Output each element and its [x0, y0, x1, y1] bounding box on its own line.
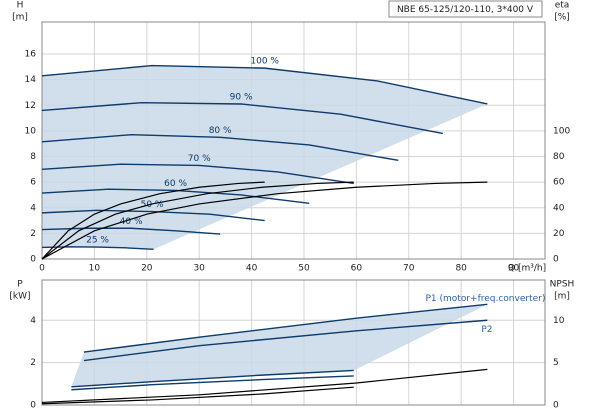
- y2-tick-label: 80: [553, 152, 565, 162]
- curve-label: 90 %: [230, 92, 253, 102]
- curve-label: 70 %: [188, 154, 211, 164]
- curve: [41, 102, 443, 135]
- x-axis-label: Q [m³/h]: [508, 264, 546, 274]
- y-tick-label: 0: [30, 401, 36, 411]
- y2-tick-label: 0: [553, 401, 559, 411]
- y2-tick-label: 40: [553, 203, 565, 213]
- title-box: [388, 0, 543, 18]
- curve: [41, 64, 488, 105]
- curve: [41, 181, 265, 260]
- curve-label: 25 %: [86, 236, 109, 246]
- x-tick-label: 90: [508, 264, 520, 274]
- y2-tick-label: 60: [553, 178, 565, 188]
- y2-axis-label: eta: [555, 1, 570, 11]
- x-tick-label: 80: [455, 264, 467, 274]
- curve: [41, 368, 488, 404]
- curve: [71, 369, 354, 388]
- y2-tick-label: 10: [553, 316, 565, 326]
- curve: [41, 386, 354, 405]
- x-tick-label: 40: [246, 264, 258, 274]
- curve: [41, 188, 310, 204]
- curve-label: 80 %: [209, 126, 232, 136]
- plot-frame: [41, 21, 546, 260]
- y-tick-label: 6: [30, 178, 36, 188]
- plot-frame: [41, 279, 546, 406]
- x-tick-label: 30: [193, 264, 205, 274]
- curve: [83, 303, 488, 353]
- y2-tick-label: 5: [553, 358, 559, 368]
- curve-label: 100 %: [250, 57, 279, 67]
- y-tick-label: 16: [25, 50, 37, 60]
- y-tick-label: 2: [30, 358, 36, 368]
- y-tick-label: 4: [30, 203, 36, 213]
- y-tick-label: 2: [30, 229, 36, 239]
- y2-axis-unit: [m]: [554, 292, 570, 302]
- y2-axis-label: NPSH: [550, 280, 575, 290]
- y2-tick-label: 0: [553, 255, 559, 265]
- y-axis-unit: [kW]: [9, 292, 30, 302]
- curve: [41, 209, 265, 222]
- y-tick-label: 0: [30, 255, 36, 265]
- x-tick-label: 60: [351, 264, 363, 274]
- x-tick-label: 20: [141, 264, 153, 274]
- curve: [83, 319, 488, 362]
- y-tick-label: 10: [25, 126, 37, 136]
- curve-label: P1 (motor+freq.converter): [426, 294, 546, 304]
- y-tick-label: 14: [25, 75, 37, 85]
- curve-label: P2: [481, 325, 492, 335]
- curve-label: 60 %: [164, 179, 187, 189]
- y-axis-label: H: [17, 1, 24, 11]
- curve-label: 40 %: [120, 217, 143, 227]
- y-tick-label: 12: [25, 101, 36, 111]
- y-axis-unit: [m]: [12, 13, 28, 23]
- y2-tick-label: 100: [553, 126, 570, 136]
- operating-area: [42, 65, 488, 250]
- y2-axis-unit: [%]: [554, 13, 570, 23]
- curve: [41, 163, 354, 185]
- operating-area: [71, 304, 488, 387]
- y-axis-label: P: [17, 280, 23, 290]
- y-tick-label: 4: [30, 316, 36, 326]
- x-tick-label: 0: [39, 264, 45, 274]
- x-tick-label: 50: [298, 264, 310, 274]
- curve: [71, 375, 354, 391]
- curve: [41, 181, 488, 260]
- curve-label: 50 %: [141, 200, 164, 210]
- chart-title: NBE 65-125/120-110, 3*400 V: [397, 5, 534, 15]
- x-tick-label: 10: [89, 264, 101, 274]
- x-tick-label: 70: [403, 264, 415, 274]
- curve: [41, 134, 399, 162]
- curve: [41, 181, 354, 260]
- y2-tick-label: 20: [553, 229, 565, 239]
- curve: [41, 246, 154, 250]
- y-tick-label: 8: [30, 152, 36, 162]
